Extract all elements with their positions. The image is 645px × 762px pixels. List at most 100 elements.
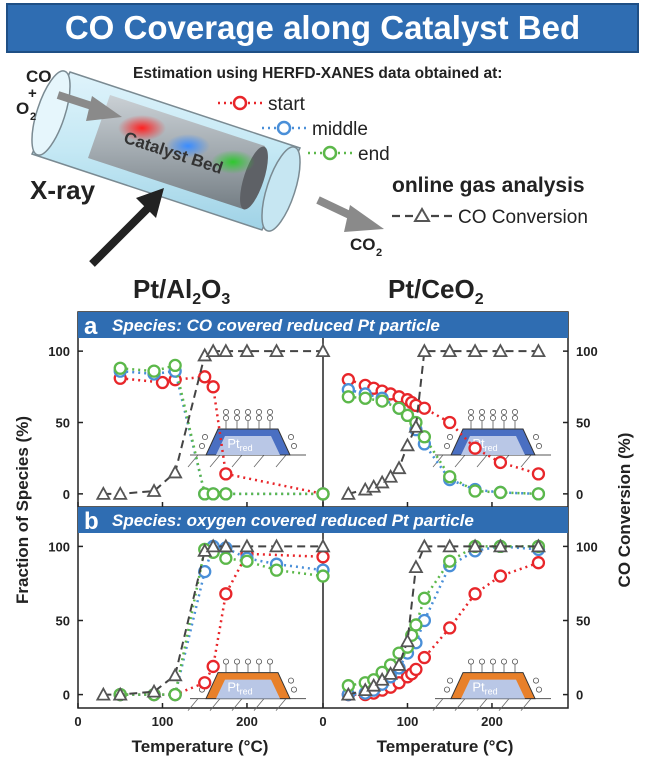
inset-hatch bbox=[209, 698, 221, 711]
hotspot-end bbox=[211, 150, 255, 174]
data-point-start bbox=[468, 587, 482, 601]
x-tick-label: 100 bbox=[152, 714, 174, 729]
data-point-end bbox=[400, 408, 415, 423]
inset-hatch bbox=[187, 698, 199, 711]
catalyst-bed-end bbox=[240, 146, 268, 210]
data-point-co-conversion bbox=[205, 538, 221, 553]
panel-b-left-plot: 0 50 100 0 100 200 Ptred bbox=[48, 538, 331, 729]
data-point-end bbox=[206, 487, 220, 501]
inset-adsorbate bbox=[512, 409, 519, 416]
inset-adsorbate bbox=[478, 409, 485, 416]
inset-adsorbate bbox=[266, 415, 273, 422]
x-axis-title-right: Temperature (°C) bbox=[377, 737, 514, 756]
inset-hatch bbox=[275, 698, 287, 711]
tube-outlet-end bbox=[261, 146, 301, 232]
x-tick-label: 0 bbox=[319, 714, 326, 729]
y2-tick-label: 100 bbox=[576, 539, 598, 554]
data-point-co-conversion bbox=[218, 538, 234, 553]
data-point-start bbox=[219, 587, 233, 601]
hotspot-middle bbox=[166, 134, 210, 158]
data-point-co-conversion bbox=[383, 665, 399, 680]
data-point-start bbox=[198, 370, 212, 384]
inset-adsorbate bbox=[287, 677, 294, 684]
data-point-co-conversion bbox=[492, 343, 508, 358]
inset-adsorbate bbox=[489, 658, 496, 665]
data-point-start bbox=[198, 676, 212, 690]
inset-hatch bbox=[253, 454, 265, 468]
y-tick-label: 100 bbox=[48, 344, 70, 359]
title-banner: CO Coverage along Catalyst Bed bbox=[6, 3, 639, 53]
data-point-end bbox=[269, 563, 284, 577]
data-point-end bbox=[409, 618, 423, 632]
inset-hatch bbox=[476, 454, 488, 468]
data-point-co-conversion bbox=[416, 538, 432, 553]
inset-adsorbate bbox=[512, 415, 519, 422]
y-tick-label: 0 bbox=[63, 688, 70, 703]
inset-hatch bbox=[498, 698, 510, 711]
legend-start: start bbox=[218, 94, 306, 115]
inset-adsorbate bbox=[467, 415, 474, 422]
inset-adsorbate bbox=[290, 443, 297, 450]
data-point-start bbox=[468, 441, 482, 455]
data-point-co-conversion bbox=[146, 483, 162, 497]
data-point-end bbox=[168, 358, 182, 373]
inset-adsorbate bbox=[489, 409, 496, 416]
inset-hatch bbox=[454, 454, 466, 468]
data-point-co-conversion bbox=[399, 633, 415, 648]
data-point-co-conversion bbox=[408, 418, 424, 433]
inset-adsorbate bbox=[500, 658, 507, 665]
inset-adsorbate bbox=[255, 658, 262, 665]
inset-adsorbate bbox=[233, 415, 240, 422]
inlet-arrow-head bbox=[86, 96, 122, 121]
inset-adsorbate bbox=[512, 658, 519, 665]
outlet-arrow-head bbox=[344, 205, 384, 232]
inset-particle-core bbox=[216, 679, 280, 699]
data-point-end bbox=[531, 487, 546, 501]
inset-adsorbate bbox=[500, 415, 507, 422]
legend-middle: middle bbox=[262, 119, 368, 140]
y2-tick-label: 50 bbox=[576, 416, 590, 431]
data-point-end bbox=[375, 394, 389, 408]
legend-end-marker bbox=[322, 145, 338, 161]
inset-adsorbate bbox=[533, 677, 540, 684]
xray-arrow bbox=[89, 203, 153, 267]
inset-adsorbate bbox=[478, 415, 485, 422]
x-tick-label: 100 bbox=[397, 714, 419, 729]
data-point-co-conversion bbox=[340, 485, 356, 500]
catalyst-particle-inset: Ptred bbox=[187, 658, 306, 711]
estimation-text: Estimation using HERFD-XANES data obtain… bbox=[133, 65, 502, 82]
panel-a-letter: a bbox=[84, 313, 98, 340]
inset-adsorbate bbox=[489, 415, 496, 422]
hotspot-start bbox=[118, 115, 166, 141]
inlet-o2-label: O bbox=[16, 99, 29, 118]
inset-adsorbate bbox=[266, 409, 273, 416]
data-point-co-conversion bbox=[112, 686, 128, 701]
data-point-co-conversion bbox=[467, 343, 483, 358]
data-point-co-conversion bbox=[315, 538, 331, 553]
y-tick-label: 0 bbox=[63, 487, 70, 502]
data-point-end bbox=[240, 554, 254, 568]
inset-hatch bbox=[253, 698, 265, 711]
data-point-co-conversion bbox=[530, 343, 546, 358]
series-line-start bbox=[348, 561, 539, 696]
inset-hatch bbox=[476, 698, 488, 711]
data-point-co-conversion bbox=[442, 343, 458, 358]
outlet-co2-label: CO bbox=[350, 235, 376, 254]
data-point-end bbox=[219, 551, 233, 565]
x-axis-title-left: Temperature (°C) bbox=[132, 737, 269, 756]
data-point-co-conversion bbox=[530, 538, 546, 553]
data-point-co-conversion bbox=[95, 686, 111, 701]
inset-adsorbate bbox=[536, 686, 543, 693]
inset-hatch bbox=[432, 698, 444, 711]
inlet-co-label: CO bbox=[26, 67, 52, 86]
inset-hatch bbox=[209, 454, 221, 468]
data-point-co-conversion bbox=[218, 343, 234, 358]
x-tick-label: 0 bbox=[74, 714, 81, 729]
inset-adsorbate bbox=[201, 434, 208, 441]
data-point-start bbox=[531, 467, 546, 481]
data-point-co-conversion bbox=[239, 538, 255, 553]
outlet-co2-sub: 2 bbox=[376, 247, 382, 259]
data-point-co-conversion bbox=[315, 343, 331, 358]
inset-adsorbate bbox=[244, 415, 251, 422]
data-point-end bbox=[392, 401, 406, 415]
